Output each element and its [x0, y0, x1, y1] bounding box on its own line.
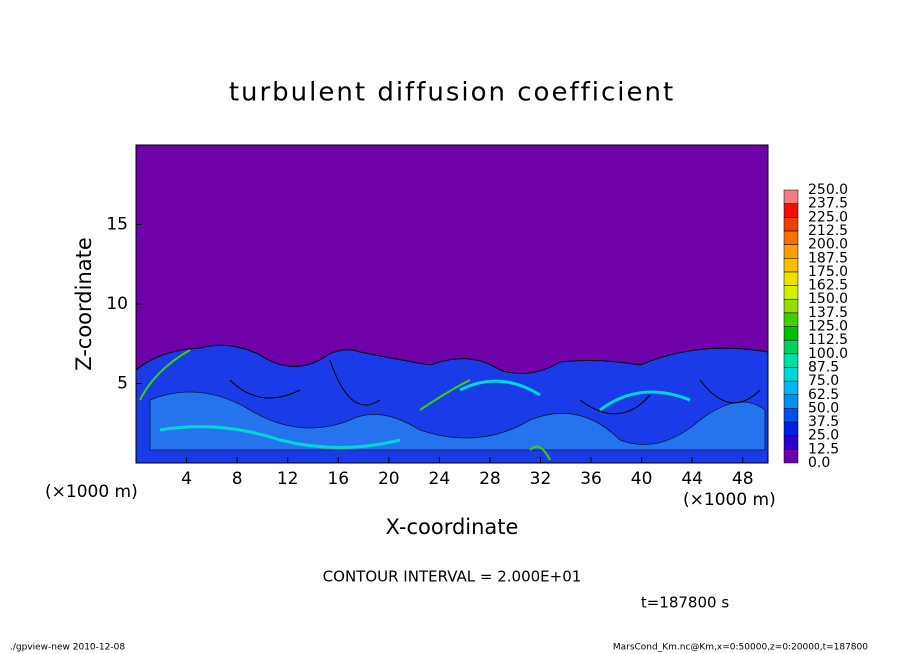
colorbar-box — [783, 271, 799, 286]
colorbar-label: 250.0 — [808, 182, 848, 198]
colorbar-label: 137.5 — [808, 305, 848, 321]
colorbar-box — [783, 326, 799, 341]
colorbar-box — [783, 203, 799, 218]
colorbar-label: 225.0 — [808, 209, 848, 225]
footer-right: MarsCond_Km.nc@Km,x=0:50000,z=0:20000,t=… — [613, 643, 868, 653]
colorbar-box — [783, 449, 799, 464]
colorbar-box — [783, 244, 799, 259]
x-unit: (×1000 m) — [683, 490, 776, 510]
colorbar-box — [783, 435, 799, 450]
colorbar-label: 12.5 — [808, 441, 839, 457]
chart-title: turbulent diffusion coefficient — [229, 78, 675, 108]
x-axis-label: X-coordinate — [386, 515, 519, 539]
colorbar-box — [783, 312, 799, 327]
colorbar-label: 0.0 — [808, 455, 830, 471]
contour-line — [229, 359, 761, 415]
colorbar-box — [783, 217, 799, 232]
colorbar-label: 150.0 — [808, 291, 848, 307]
x-tick-label: 12 — [277, 469, 299, 489]
x-tick-label: 4 — [181, 469, 192, 489]
colorbar-box — [783, 380, 799, 396]
colorbar-label: 112.5 — [808, 332, 848, 348]
colorbar-box — [783, 189, 799, 204]
colorbar-box — [783, 339, 799, 355]
colorbar-label: 212.5 — [808, 223, 848, 239]
colorbar-label: 25.0 — [808, 428, 839, 444]
colorbar-label: 187.5 — [808, 250, 848, 266]
colorbar-box — [783, 421, 799, 436]
field — [135, 145, 769, 464]
colorbar-label: 50.0 — [808, 400, 839, 416]
x-tick-label: 16 — [327, 469, 349, 489]
x-tick-label: 44 — [681, 469, 703, 489]
x-tick-label: 40 — [631, 469, 653, 489]
colorbar-label: 75.0 — [808, 373, 839, 389]
colorbar-label: 175.0 — [808, 264, 848, 280]
time-label: t=187800 s — [641, 594, 729, 612]
y-tick-label: 10 — [106, 294, 128, 314]
y-unit: (×1000 m) — [45, 482, 138, 502]
x-tick-label: 48 — [732, 469, 754, 489]
colorbar-box — [783, 394, 799, 409]
colorbar-box — [783, 408, 799, 423]
field-streak — [159, 379, 691, 449]
colorbar-box — [783, 230, 799, 245]
colorbar-label: 100.0 — [808, 346, 848, 362]
colorbar-box — [783, 285, 799, 300]
colorbar-label: 162.5 — [808, 278, 848, 294]
footer-left: ./gpview-new 2010-12-08 — [10, 643, 125, 653]
x-tick-label: 36 — [580, 469, 602, 489]
colorbar-label: 125.0 — [808, 319, 848, 335]
colorbar-box — [783, 367, 799, 382]
x-tick-label: 8 — [232, 469, 243, 489]
y-tick-label: 15 — [106, 215, 128, 235]
y-tick-label: 5 — [117, 374, 128, 394]
colorbar-box — [783, 353, 799, 368]
colorbar-box — [783, 258, 799, 273]
x-tick-label: 28 — [479, 469, 501, 489]
colorbar-label: 87.5 — [808, 359, 839, 375]
colorbar-label: 237.5 — [808, 196, 848, 212]
field-streak — [139, 349, 551, 461]
colorbar-label: 37.5 — [808, 414, 839, 430]
x-tick-label: 32 — [530, 469, 552, 489]
x-tick-label: 20 — [378, 469, 400, 489]
contour-interval: CONTOUR INTERVAL = 2.000E+01 — [323, 568, 582, 586]
y-axis-label: Z-coordinate — [72, 237, 96, 371]
field-region — [149, 391, 766, 451]
colorbar-box — [783, 298, 799, 314]
colorbar-label: 62.5 — [808, 387, 839, 403]
colorbar-label: 200.0 — [808, 237, 848, 253]
x-tick-label: 24 — [429, 469, 451, 489]
